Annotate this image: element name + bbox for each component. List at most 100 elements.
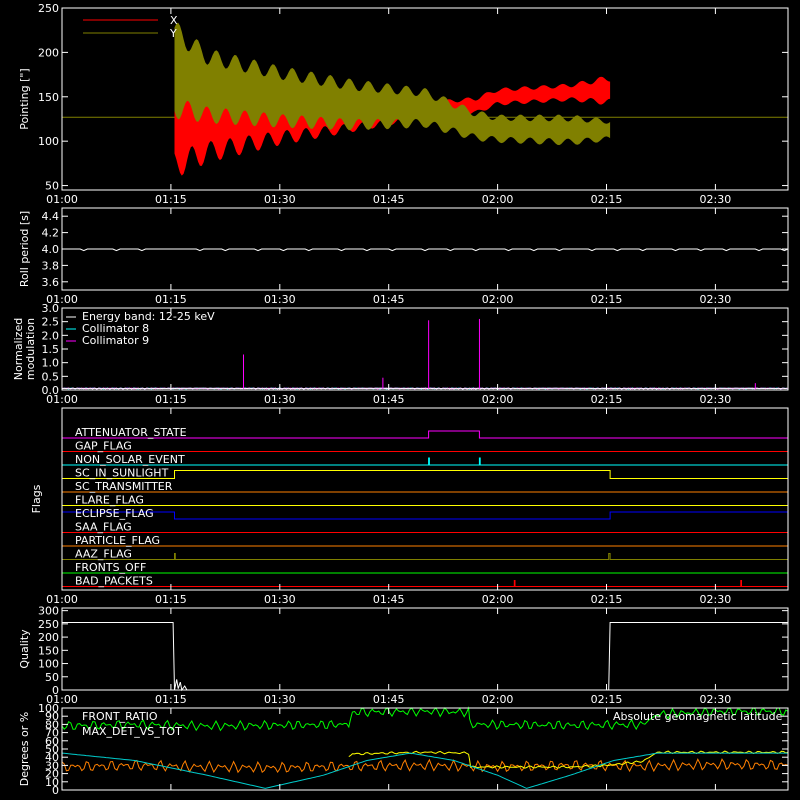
legend-label: Absolute geomagnetic latitude xyxy=(613,710,783,723)
y-axis-label: Normalized xyxy=(12,318,25,380)
y-tick-label: 300 xyxy=(38,605,59,618)
y-tick-label: 4.4 xyxy=(42,210,60,223)
x-tick-label: 02:30 xyxy=(700,393,732,406)
y-tick-label: 3.6 xyxy=(42,276,60,289)
y-tick-label: 100 xyxy=(38,658,59,671)
x-tick-label: 02:30 xyxy=(700,593,732,606)
y-tick-label: 4.0 xyxy=(42,243,60,256)
x-tick-label: 01:15 xyxy=(155,193,187,206)
y-axis-label: Roll period [s] xyxy=(18,211,31,287)
x-tick-label: 02:00 xyxy=(482,393,514,406)
y-tick-label: 30 xyxy=(45,759,59,772)
x-tick-label: 02:00 xyxy=(482,593,514,606)
x-tick-label: 01:00 xyxy=(46,393,78,406)
front-ratio-line xyxy=(61,706,789,732)
x-tick-label: 02:15 xyxy=(591,193,623,206)
y-tick-label: 0 xyxy=(52,784,59,797)
y-tick-label: 50 xyxy=(45,671,59,684)
x-tick-label: 01:30 xyxy=(264,693,296,706)
flag-label: ATTENUATOR_STATE xyxy=(75,426,187,439)
y-tick-label: 60 xyxy=(45,735,59,748)
y-tick-label: 3.0 xyxy=(42,302,60,315)
max-det-vs-tot-line xyxy=(61,758,789,774)
modulation-noise-line xyxy=(61,387,788,390)
flag-line-attenuator-state xyxy=(62,430,788,439)
y-tick-label: 0.0 xyxy=(42,384,60,397)
y-tick-label: 0.5 xyxy=(42,370,60,383)
y-tick-label: 0 xyxy=(52,684,59,697)
y-tick-label: 3.8 xyxy=(42,259,60,272)
y-axis-label: modulation xyxy=(24,318,37,380)
x-tick-label: 01:15 xyxy=(155,293,187,306)
x-tick-label: 01:00 xyxy=(46,693,78,706)
x-tick-label: 02:15 xyxy=(591,593,623,606)
x-tick-label: 01:45 xyxy=(373,393,405,406)
series-y-band xyxy=(174,22,611,146)
flag-label: SC_TRANSMITTER xyxy=(75,480,173,493)
flag-line-bad-packets xyxy=(62,580,788,587)
roll-period-line xyxy=(62,248,789,252)
aux-yellow-line xyxy=(348,750,789,769)
y-tick-label: 100 xyxy=(38,702,59,715)
x-tick-label: 02:30 xyxy=(700,293,732,306)
flag-label: SC_IN_SUNLIGHT xyxy=(75,467,169,480)
flag-label: FRONTS_OFF xyxy=(75,561,146,574)
y-tick-label: 150 xyxy=(38,644,59,657)
y-axis-label: Degrees or % xyxy=(18,712,31,786)
flag-label: NON_SOLAR_EVENT xyxy=(75,453,185,466)
x-tick-label: 01:45 xyxy=(373,693,405,706)
flag-label: SAA_FLAG xyxy=(75,521,132,534)
flag-line-non-solar-event xyxy=(62,457,788,466)
x-tick-label: 01:45 xyxy=(373,593,405,606)
x-tick-label: 01:15 xyxy=(155,693,187,706)
x-tick-label: 01:00 xyxy=(46,193,78,206)
geomagnetic-latitude-line xyxy=(61,752,788,789)
y-tick-label: 100 xyxy=(38,135,59,148)
y-tick-label: 1.5 xyxy=(42,343,60,356)
flag-label: GAP_FLAG xyxy=(75,440,132,453)
y-axis-label: Quality xyxy=(18,629,31,669)
panel-3-frame xyxy=(61,407,789,591)
flag-label: FLARE_FLAG xyxy=(75,494,144,507)
x-tick-label: 02:15 xyxy=(591,393,623,406)
x-tick-label: 02:00 xyxy=(482,693,514,706)
y-tick-label: 2.5 xyxy=(42,316,60,329)
legend-label: FRONT_RATIO xyxy=(82,710,158,723)
x-tick-label: 01:00 xyxy=(46,293,78,306)
flag-label: ECLIPSE_FLAG xyxy=(75,507,154,520)
legend-label: MAX_DET_VS_TOT xyxy=(82,725,182,738)
legend-label: Collimator 9 xyxy=(82,334,149,347)
y-tick-label: 90 xyxy=(45,710,59,723)
y-tick-label: 80 xyxy=(45,718,59,731)
panel-4-frame xyxy=(61,607,789,691)
x-tick-label: 02:15 xyxy=(591,693,623,706)
legend-label: Collimator 8 xyxy=(82,322,149,335)
x-tick-label: 01:30 xyxy=(264,393,296,406)
y-tick-label: 70 xyxy=(45,727,59,740)
x-tick-label: 02:15 xyxy=(591,293,623,306)
y-axis-label: Pointing ["] xyxy=(18,68,31,129)
flag-label: AAZ_FLAG xyxy=(75,548,132,561)
legend-label-y: Y xyxy=(169,27,177,40)
flag-label: BAD_PACKETS xyxy=(75,575,153,588)
x-tick-label: 02:00 xyxy=(482,293,514,306)
y-tick-label: 50 xyxy=(45,180,59,193)
y-tick-label: 20 xyxy=(45,768,59,781)
flag-line-aaz-flag xyxy=(62,553,788,560)
y-tick-label: 10 xyxy=(45,776,59,789)
y-axis-label: Flags xyxy=(30,484,43,513)
y-tick-label: 200 xyxy=(38,46,59,59)
y-tick-label: 150 xyxy=(38,91,59,104)
x-tick-label: 01:45 xyxy=(373,193,405,206)
panel-0-frame xyxy=(61,7,789,191)
y-tick-label: 2.0 xyxy=(42,329,60,342)
x-tick-label: 01:30 xyxy=(264,293,296,306)
x-tick-label: 01:15 xyxy=(155,393,187,406)
y-tick-label: 1.0 xyxy=(42,357,60,370)
y-tick-label: 40 xyxy=(45,751,59,764)
legend-label-x: X xyxy=(170,14,178,27)
x-tick-label: 01:30 xyxy=(264,593,296,606)
x-tick-label: 01:15 xyxy=(155,593,187,606)
flag-label: PARTICLE_FLAG xyxy=(75,534,160,547)
